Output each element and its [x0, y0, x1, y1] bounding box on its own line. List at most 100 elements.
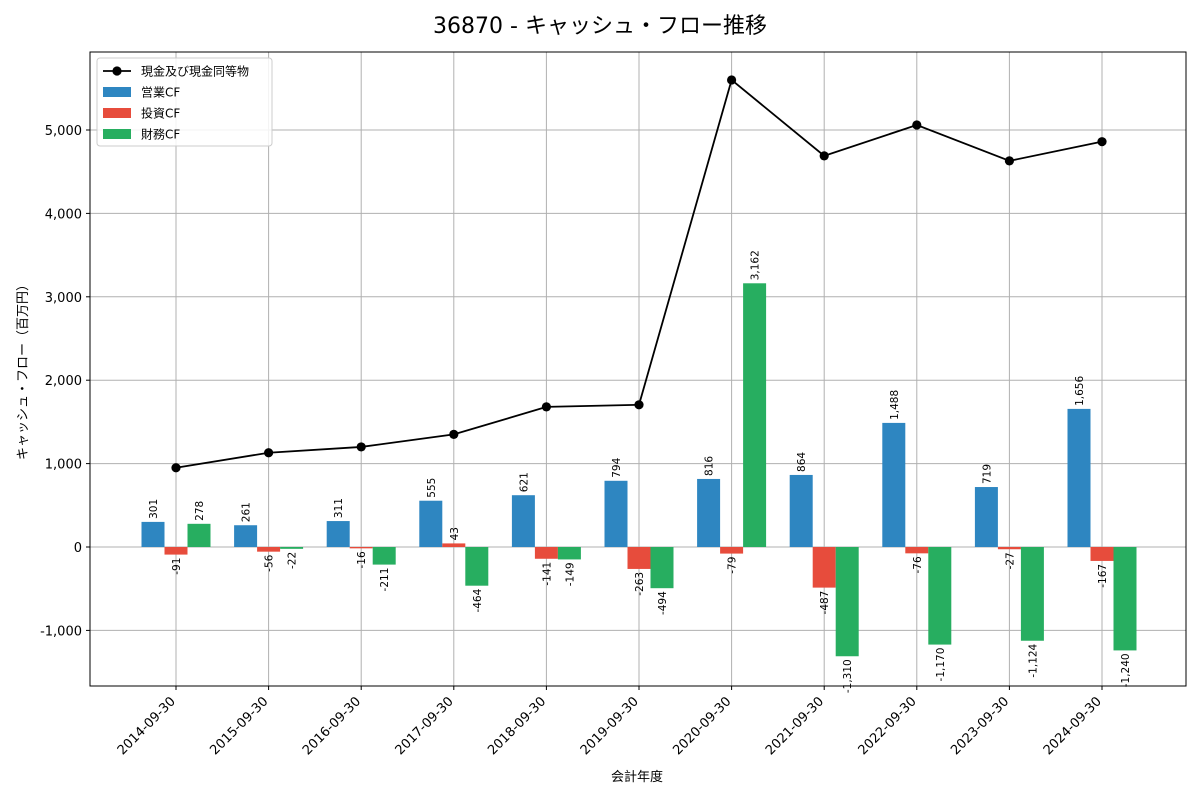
bar-investing: [720, 547, 744, 554]
bar-operating: [141, 521, 165, 547]
bar-financing: [465, 547, 489, 586]
y-tick-label: -1,000: [40, 624, 82, 639]
bar-operating: [419, 500, 443, 547]
data-label-investing: 43: [449, 527, 461, 540]
x-tick-label: 2022-09-30: [856, 694, 920, 758]
x-tick-label: 2021-09-30: [763, 694, 827, 758]
x-tick-label: 2019-09-30: [578, 694, 642, 758]
bar-investing: [349, 547, 373, 549]
data-label-financing: -1,124: [1027, 643, 1039, 677]
y-axis-label: キャッシュ・フロー（百万円）: [16, 278, 31, 460]
data-label-operating: 261: [241, 502, 253, 522]
data-label-financing: -1,170: [935, 648, 947, 682]
cash-point: [912, 120, 922, 130]
data-label-financing: -22: [287, 552, 299, 569]
x-axis-label: 会計年度: [611, 769, 663, 785]
plot-frame: [89, 51, 1187, 687]
data-label-operating: 311: [333, 498, 345, 518]
cash-point: [634, 400, 644, 410]
bar-financing: [557, 547, 581, 560]
labels-layer: 301 261 311 555 621 794 816 864 1,488 719 1,656 -91…: [148, 250, 1132, 693]
cash-point: [819, 151, 829, 161]
y-tick-label: 3,000: [45, 291, 82, 306]
bar-investing: [905, 547, 929, 554]
y-tick-label: 0: [74, 541, 82, 556]
bar-financing: [928, 547, 952, 645]
data-label-investing: -76: [912, 556, 924, 573]
data-label-operating: 301: [148, 499, 160, 519]
data-label-operating: 621: [518, 472, 530, 492]
legend-swatch-investing: [103, 108, 131, 118]
bar-operating: [697, 478, 721, 547]
x-tick-label: 2015-09-30: [207, 694, 271, 758]
bar-investing: [442, 543, 466, 547]
bar-operating: [1067, 408, 1091, 547]
legend-label: 財務CF: [141, 127, 180, 142]
data-label-operating: 794: [611, 457, 623, 477]
legend-box: [96, 57, 273, 147]
bar-financing: [187, 523, 211, 547]
data-label-financing: -464: [472, 588, 484, 612]
legend-label: 現金及び現金同等物: [141, 64, 249, 79]
data-label-financing: 3,162: [750, 250, 762, 280]
bar-operating: [604, 480, 628, 547]
data-label-operating: 864: [796, 452, 808, 472]
legend-marker: [112, 66, 122, 76]
bar-operating: [882, 422, 906, 547]
bars-layer: [141, 283, 1137, 657]
cash-point: [171, 463, 181, 473]
bar-operating: [789, 474, 813, 547]
cash-point: [449, 429, 459, 440]
bar-financing: [743, 283, 767, 547]
data-label-investing: -91: [171, 558, 183, 575]
cash-point: [541, 402, 552, 412]
bar-operating: [974, 487, 998, 547]
data-label-financing: -1,240: [1120, 653, 1132, 687]
chart-title: 36870 - キャッシュ・フロー推移: [433, 14, 767, 39]
bar-investing: [534, 547, 558, 559]
data-label-investing: -167: [1097, 564, 1109, 588]
bar-financing: [1020, 547, 1044, 641]
data-label-operating: 719: [981, 464, 993, 484]
y-tick-label: 1,000: [45, 458, 82, 473]
data-label-investing: -56: [264, 554, 276, 571]
y-tick-label: 2,000: [45, 374, 82, 389]
data-label-financing: -1,310: [842, 659, 854, 693]
bar-financing: [372, 547, 396, 565]
bar-financing: [835, 547, 859, 657]
data-label-investing: -16: [356, 551, 368, 568]
x-tick-label: 2023-09-30: [948, 694, 1012, 758]
x-tick-label: 2016-09-30: [300, 694, 364, 758]
bar-financing: [1113, 547, 1137, 651]
data-label-financing: -211: [379, 568, 391, 592]
bar-investing: [627, 547, 651, 569]
bar-operating: [511, 495, 535, 547]
data-label-investing: -263: [634, 572, 646, 596]
cash-point: [356, 442, 366, 452]
data-label-operating: 1,656: [1074, 376, 1086, 406]
data-label-financing: -494: [657, 591, 669, 615]
legend-swatch-financing: [103, 129, 131, 139]
data-label-investing: -79: [727, 557, 739, 574]
x-tick-label: 2017-09-30: [393, 694, 457, 758]
data-label-financing: -149: [564, 562, 576, 586]
x-tick-label: 2018-09-30: [485, 694, 549, 758]
line-layer: [171, 75, 1107, 473]
x-tick-label: 2024-09-30: [1041, 694, 1105, 758]
data-label-investing: -141: [541, 562, 553, 586]
data-label-operating: 555: [426, 478, 438, 498]
x-tick-label: 2014-09-30: [115, 694, 179, 758]
y-tick-label: 4,000: [45, 207, 82, 222]
data-label-operating: 1,488: [889, 390, 901, 420]
legend-swatch-operating: [103, 87, 131, 97]
bar-investing: [1090, 547, 1114, 561]
bar-financing: [280, 547, 304, 549]
legend-label: 営業CF: [141, 86, 180, 100]
cash-point: [1097, 137, 1107, 147]
cash-point: [1004, 156, 1015, 166]
bar-investing: [257, 547, 281, 552]
bar-operating: [234, 525, 258, 547]
